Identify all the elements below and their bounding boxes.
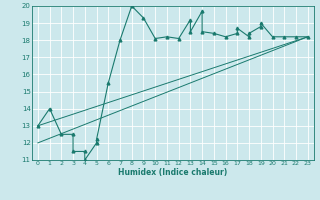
X-axis label: Humidex (Indice chaleur): Humidex (Indice chaleur): [118, 168, 228, 177]
